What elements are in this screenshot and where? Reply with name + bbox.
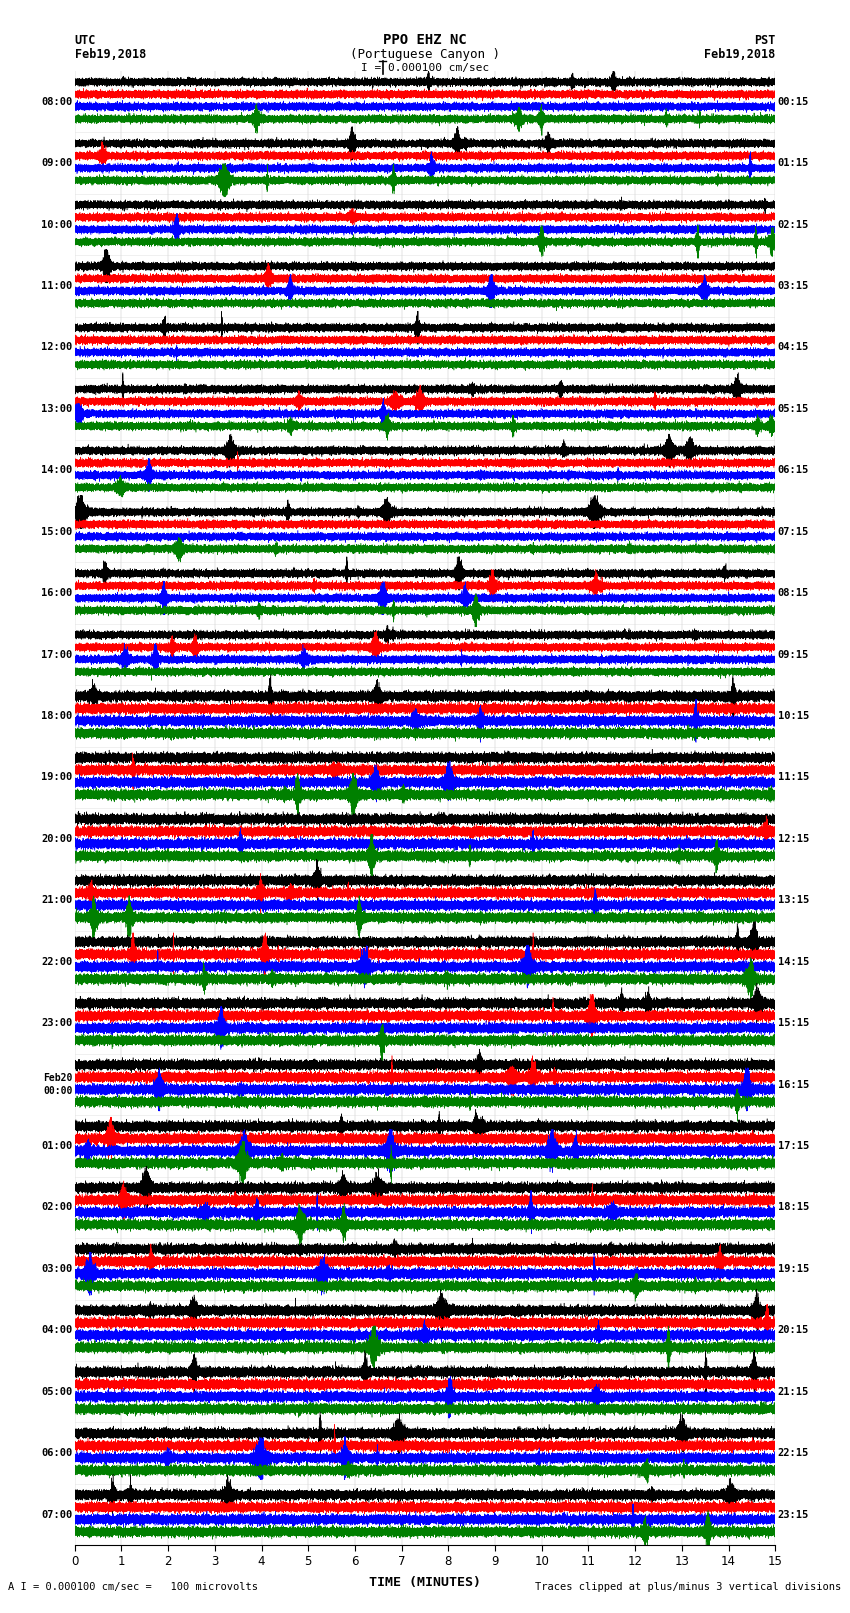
- Text: 12:15: 12:15: [778, 834, 809, 844]
- Text: 22:00: 22:00: [41, 957, 72, 966]
- Text: 05:15: 05:15: [778, 403, 809, 415]
- Text: 02:15: 02:15: [778, 219, 809, 229]
- Text: Traces clipped at plus/minus 3 vertical divisions: Traces clipped at plus/minus 3 vertical …: [536, 1582, 842, 1592]
- Text: 04:00: 04:00: [41, 1326, 72, 1336]
- Text: 03:15: 03:15: [778, 281, 809, 290]
- Text: 01:00: 01:00: [41, 1140, 72, 1152]
- Text: 06:00: 06:00: [41, 1448, 72, 1458]
- Text: 00:00: 00:00: [42, 1086, 72, 1095]
- Text: 18:15: 18:15: [778, 1202, 809, 1213]
- Text: 20:00: 20:00: [41, 834, 72, 844]
- Text: 17:00: 17:00: [41, 650, 72, 660]
- Text: 03:00: 03:00: [41, 1265, 72, 1274]
- Text: 09:15: 09:15: [778, 650, 809, 660]
- Text: 10:15: 10:15: [778, 711, 809, 721]
- Text: 15:00: 15:00: [41, 527, 72, 537]
- Text: Feb19,2018: Feb19,2018: [75, 48, 146, 61]
- Text: 19:00: 19:00: [41, 773, 72, 782]
- Text: 08:00: 08:00: [41, 97, 72, 106]
- Text: 13:15: 13:15: [778, 895, 809, 905]
- Text: PPO EHZ NC: PPO EHZ NC: [383, 34, 467, 47]
- Text: UTC: UTC: [75, 34, 96, 47]
- Text: 14:00: 14:00: [41, 465, 72, 476]
- Text: 14:15: 14:15: [778, 957, 809, 966]
- Text: 21:00: 21:00: [41, 895, 72, 905]
- Text: 13:00: 13:00: [41, 403, 72, 415]
- Text: 11:00: 11:00: [41, 281, 72, 290]
- Text: 16:00: 16:00: [41, 589, 72, 598]
- Text: 21:15: 21:15: [778, 1387, 809, 1397]
- X-axis label: TIME (MINUTES): TIME (MINUTES): [369, 1576, 481, 1589]
- Text: 23:00: 23:00: [41, 1018, 72, 1027]
- Text: 12:00: 12:00: [41, 342, 72, 352]
- Text: 07:00: 07:00: [41, 1510, 72, 1519]
- Text: 09:00: 09:00: [41, 158, 72, 168]
- Text: 05:00: 05:00: [41, 1387, 72, 1397]
- Text: 20:15: 20:15: [778, 1326, 809, 1336]
- Text: 18:00: 18:00: [41, 711, 72, 721]
- Text: 16:15: 16:15: [778, 1079, 809, 1089]
- Text: 10:00: 10:00: [41, 219, 72, 229]
- Text: I = 0.000100 cm/sec: I = 0.000100 cm/sec: [361, 63, 489, 73]
- Text: 00:15: 00:15: [778, 97, 809, 106]
- Text: A I = 0.000100 cm/sec =   100 microvolts: A I = 0.000100 cm/sec = 100 microvolts: [8, 1582, 258, 1592]
- Text: 01:15: 01:15: [778, 158, 809, 168]
- Text: 07:15: 07:15: [778, 527, 809, 537]
- Text: 11:15: 11:15: [778, 773, 809, 782]
- Text: 23:15: 23:15: [778, 1510, 809, 1519]
- Text: 17:15: 17:15: [778, 1140, 809, 1152]
- Text: 15:15: 15:15: [778, 1018, 809, 1027]
- Text: PST: PST: [754, 34, 775, 47]
- Text: Feb19,2018: Feb19,2018: [704, 48, 775, 61]
- Text: 22:15: 22:15: [778, 1448, 809, 1458]
- Text: 04:15: 04:15: [778, 342, 809, 352]
- Text: 08:15: 08:15: [778, 589, 809, 598]
- Text: (Portuguese Canyon ): (Portuguese Canyon ): [350, 48, 500, 61]
- Text: 19:15: 19:15: [778, 1265, 809, 1274]
- Text: 06:15: 06:15: [778, 465, 809, 476]
- Text: 02:00: 02:00: [41, 1202, 72, 1213]
- Text: Feb20: Feb20: [42, 1073, 72, 1082]
